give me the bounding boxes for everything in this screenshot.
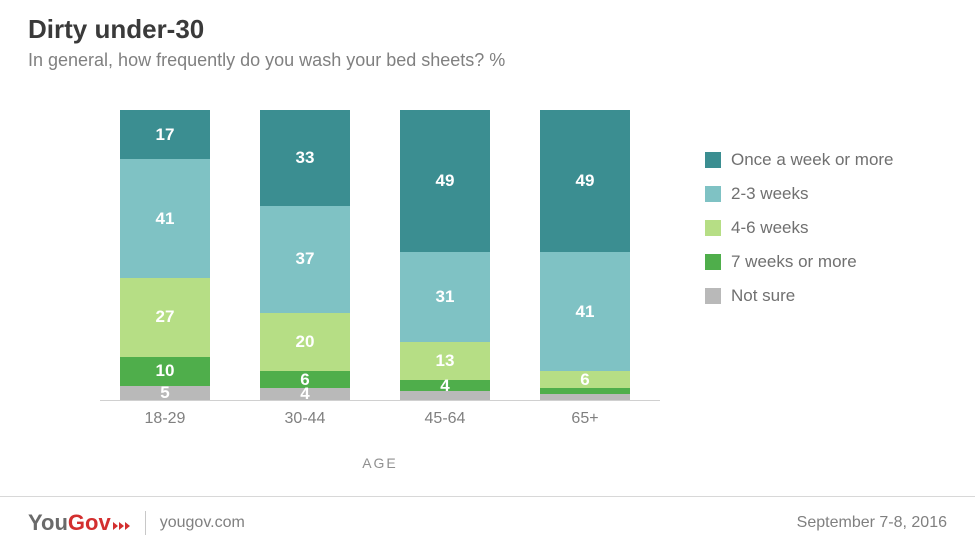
bar: 4620373330-44 [260, 110, 350, 400]
bar-segment [400, 391, 490, 400]
legend-swatch [705, 288, 721, 304]
legend-item: Once a week or more [705, 150, 935, 170]
bar: 51027411718-29 [120, 110, 210, 400]
bar-segment: 41 [120, 159, 210, 278]
bar-segment: 17 [120, 110, 210, 159]
legend-item: 4-6 weeks [705, 218, 935, 238]
legend-swatch [705, 152, 721, 168]
footer-divider [145, 511, 146, 535]
bar-segment: 49 [400, 110, 490, 252]
bar-segment: 10 [120, 357, 210, 386]
category-label: 30-44 [260, 410, 350, 428]
bar-segment: 49 [540, 110, 630, 252]
logo-gov: Gov [68, 510, 111, 536]
legend-swatch [705, 220, 721, 236]
bar-segment: 41 [540, 252, 630, 371]
bar-segment: 6 [540, 371, 630, 388]
bar-segment: 5 [120, 386, 210, 401]
logo-caret-icon [113, 522, 131, 530]
legend-label: Once a week or more [731, 150, 894, 170]
legend: Once a week or more 2-3 weeks 4-6 weeks 7 w… [705, 150, 935, 320]
legend-label: 7 weeks or more [731, 252, 857, 272]
bar-segment: 33 [260, 110, 350, 206]
footer: YouGov yougov.com September 7-8, 2016 [0, 496, 975, 548]
legend-item: Not sure [705, 286, 935, 306]
bar-segment: 4 [260, 388, 350, 400]
category-label: 65+ [540, 410, 630, 428]
bar-segment [540, 394, 630, 400]
bar-segment: 37 [260, 206, 350, 313]
chart-subtitle: In general, how frequently do you wash y… [28, 50, 505, 71]
legend-swatch [705, 186, 721, 202]
yougov-logo: YouGov [28, 510, 131, 536]
footer-date: September 7-8, 2016 [797, 514, 947, 532]
logo-you: You [28, 510, 68, 536]
x-axis-label: AGE [100, 455, 660, 471]
category-label: 18-29 [120, 410, 210, 428]
bar-segment: 31 [400, 252, 490, 342]
bar-segment: 4 [400, 380, 490, 392]
legend-label: 2-3 weeks [731, 184, 808, 204]
chart-title: Dirty under-30 [28, 14, 204, 45]
legend-label: 4-6 weeks [731, 218, 808, 238]
page-root: Dirty under-30 In general, how frequentl… [0, 0, 975, 548]
bar: 413314945-64 [400, 110, 490, 400]
bar: 6414965+ [540, 110, 630, 400]
legend-swatch [705, 254, 721, 270]
footer-site: yougov.com [160, 514, 245, 532]
legend-item: 7 weeks or more [705, 252, 935, 272]
stacked-bar-chart: 51027411718-294620373330-44413314945-646… [100, 110, 660, 401]
bar-segment: 27 [120, 278, 210, 356]
bar-segment: 13 [400, 342, 490, 380]
bar-segment: 20 [260, 313, 350, 371]
legend-item: 2-3 weeks [705, 184, 935, 204]
category-label: 45-64 [400, 410, 490, 428]
legend-label: Not sure [731, 286, 795, 306]
